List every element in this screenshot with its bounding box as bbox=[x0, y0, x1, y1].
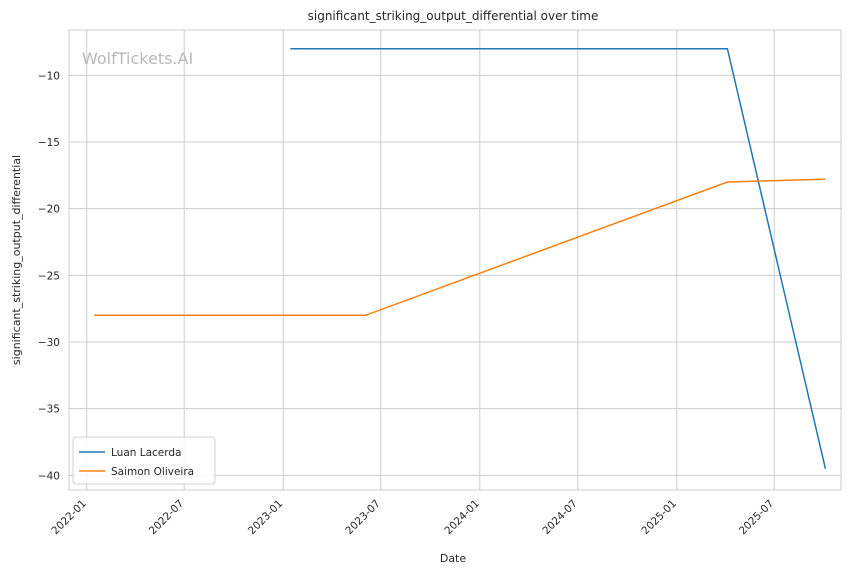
x-axis-label: Date bbox=[440, 552, 467, 565]
watermark: WolfTickets.AI bbox=[82, 49, 193, 68]
y-tick-label: −40 bbox=[38, 470, 60, 482]
x-tick-label: 2023-07 bbox=[343, 498, 383, 538]
series-line-luan-lacerda bbox=[290, 47, 827, 469]
legend-box bbox=[72, 436, 216, 485]
x-tick-label: 2025-07 bbox=[737, 498, 777, 538]
plot-area bbox=[68, 29, 842, 491]
y-axis-label: significant_striking_output_differential bbox=[10, 155, 23, 365]
x-tick-label: 2025-01 bbox=[639, 498, 679, 538]
y-tick-label: −20 bbox=[38, 204, 60, 216]
chart-title: significant_striking_output_differential… bbox=[308, 9, 599, 23]
x-tick-label: 2024-01 bbox=[442, 498, 482, 538]
series-line-saimon-oliveira bbox=[94, 178, 826, 317]
x-tick-label: 2023-01 bbox=[246, 498, 286, 538]
legend-label-saimon-oliveira: Saimon Oliveira bbox=[111, 466, 194, 478]
legend: Luan Lacerda Saimon Oliveira bbox=[72, 436, 216, 485]
x-tick-label: 2022-07 bbox=[147, 498, 187, 538]
grid bbox=[69, 30, 841, 490]
y-tick-label: −30 bbox=[38, 337, 60, 349]
y-tick-label: −10 bbox=[38, 70, 60, 82]
y-tick-label: −15 bbox=[38, 137, 60, 149]
x-tick-label: 2022-01 bbox=[49, 498, 89, 538]
y-tick-label: −25 bbox=[38, 270, 60, 282]
x-tick-label: 2024-07 bbox=[540, 498, 580, 538]
series-lines bbox=[94, 47, 827, 469]
y-tick-label: −35 bbox=[38, 404, 60, 416]
legend-label-luan-lacerda: Luan Lacerda bbox=[111, 447, 182, 459]
